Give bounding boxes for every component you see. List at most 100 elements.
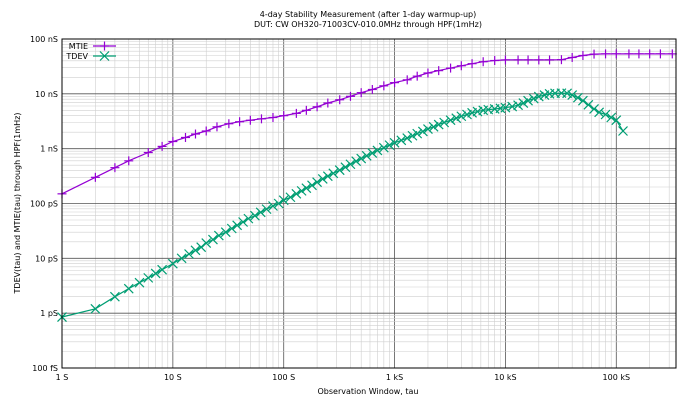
tdev-point xyxy=(567,90,578,100)
y-axis-label: TDEV(tau) and MTIE(tau) through HPF(1mHz… xyxy=(13,113,22,295)
grid xyxy=(61,38,676,369)
tdev-point xyxy=(317,174,328,184)
tdev-point xyxy=(285,192,296,203)
tdev-point xyxy=(232,220,243,231)
tdev-line xyxy=(61,92,624,318)
legend-marker-tdev xyxy=(99,51,110,61)
tdev-point xyxy=(176,253,187,264)
tdev-point xyxy=(423,124,433,134)
tdev-point xyxy=(345,159,356,170)
x-tick-label: 100 kS xyxy=(603,373,631,382)
tdev-point xyxy=(220,227,231,238)
tdev-point xyxy=(268,201,278,211)
tdev-point xyxy=(396,135,407,146)
tdev-point xyxy=(255,207,266,218)
tdev-point xyxy=(384,140,395,151)
tdev-point xyxy=(109,291,120,302)
plot-frame xyxy=(61,38,677,369)
tdev-point xyxy=(589,104,599,114)
tdev-point xyxy=(577,95,588,106)
tdev-point xyxy=(513,100,523,111)
tdev-point xyxy=(261,204,272,215)
tdev-point xyxy=(518,98,529,108)
x-tick-label: 10 kS xyxy=(494,373,516,382)
tdev-point xyxy=(606,112,617,123)
tdev-point xyxy=(322,171,333,182)
legend-label-tdev: TDEV xyxy=(65,52,88,61)
tdev-point xyxy=(562,88,573,99)
tdev-point xyxy=(402,133,413,144)
y-tick-label: 10 pS xyxy=(35,254,58,263)
y-tick-label: 1 nS xyxy=(40,145,58,154)
tdev-point xyxy=(433,119,444,130)
series-layer xyxy=(57,49,677,322)
y-tick-label: 100 pS xyxy=(30,200,58,209)
x-axis-label: Observation Window, tau xyxy=(318,387,419,396)
tdev-point xyxy=(407,130,418,141)
tdev-point xyxy=(351,156,362,167)
tdev-point xyxy=(361,150,372,161)
tdev-point xyxy=(273,198,284,209)
tdev-point xyxy=(417,126,428,137)
tdev-point xyxy=(90,303,101,314)
tdev-point xyxy=(167,258,178,269)
tdev-point xyxy=(583,99,594,110)
tdev-point xyxy=(451,113,462,124)
y-tick-label: 100 fS xyxy=(32,364,58,373)
tdev-point xyxy=(600,109,611,120)
tdev-point xyxy=(278,195,289,206)
tdev-point xyxy=(340,162,351,173)
tdev-point xyxy=(334,165,345,176)
tdev-point xyxy=(389,137,400,148)
tdev-point xyxy=(500,102,511,113)
tdev-point xyxy=(150,268,161,279)
tdev-point xyxy=(250,210,260,221)
tdev-point xyxy=(213,230,224,241)
tdev-point xyxy=(307,180,317,191)
tdev-point xyxy=(594,107,605,118)
tdev-point xyxy=(157,264,168,275)
tdev-point xyxy=(208,234,218,245)
mtie-line xyxy=(61,53,673,195)
tdev-point xyxy=(134,277,145,288)
mtie-series xyxy=(57,49,677,199)
tdev-point xyxy=(201,238,212,248)
tdev-point xyxy=(291,188,302,199)
legend: MTIE TDEV xyxy=(65,41,116,61)
x-tick-label: 1 kS xyxy=(386,373,403,382)
tdev-point xyxy=(507,101,518,112)
tdev-point xyxy=(123,283,134,294)
tdev-point xyxy=(226,223,237,234)
chart-title: 4-day Stability Measurement (after 1-day… xyxy=(260,10,477,19)
tdev-point xyxy=(528,93,539,104)
tdev-point xyxy=(328,168,339,179)
axis-ticks: 1 S 10 S 100 S 1 kS 10 kS 100 kS 100 fS 1 pS 10 … xyxy=(30,35,630,382)
tdev-point xyxy=(445,115,456,126)
x-tick-label: 1 S xyxy=(56,373,69,382)
tdev-point xyxy=(533,91,544,102)
tdev-point xyxy=(412,128,423,139)
tdev-point xyxy=(439,117,450,128)
tdev-point xyxy=(428,121,439,132)
y-tick-label: 100 nS xyxy=(30,35,58,44)
tdev-point xyxy=(618,126,628,136)
tdev-point xyxy=(472,106,483,117)
x-tick-label: 100 S xyxy=(272,373,295,382)
legend-swatches xyxy=(93,41,116,61)
legend-label-mtie: MTIE xyxy=(69,42,88,51)
tdev-point xyxy=(367,148,378,159)
y-tick-label: 10 nS xyxy=(35,90,58,99)
chart-subtitle: DUT: CW OH320-71003CV-010.0MHz through H… xyxy=(254,20,482,29)
tdev-point xyxy=(372,145,383,156)
tdev-point xyxy=(611,115,622,126)
tdev-point xyxy=(296,185,307,196)
tdev-point xyxy=(190,245,201,256)
tdev-point xyxy=(143,272,154,283)
tdev-series xyxy=(57,88,628,322)
tdev-point xyxy=(238,217,249,227)
tdev-point xyxy=(184,249,194,259)
tdev-point xyxy=(243,213,254,224)
x-tick-label: 10 S xyxy=(164,373,182,382)
